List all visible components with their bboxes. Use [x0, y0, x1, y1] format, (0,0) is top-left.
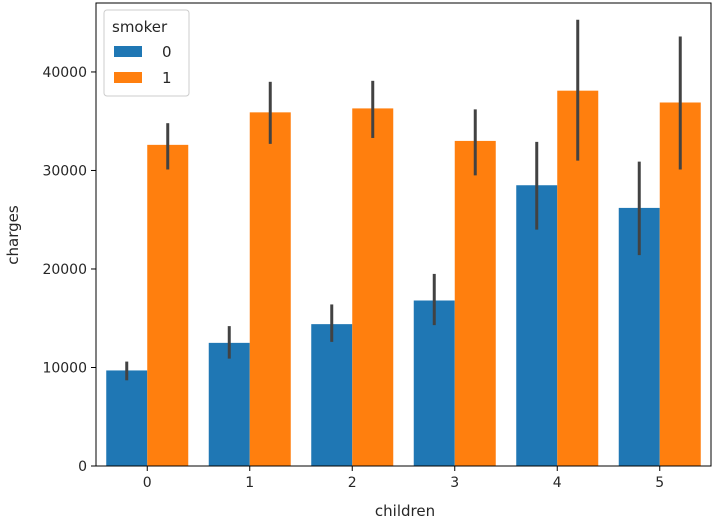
legend: smoker 0 1	[103, 9, 190, 97]
x-axis: 0 1 2 3 4 5	[143, 466, 664, 491]
y-tick-label-10000: 10000	[42, 360, 87, 376]
bar-smoker-0-children-1	[208, 342, 250, 466]
y-axis: 0 10000 20000 30000 40000	[42, 65, 96, 475]
bar-smoker-0-children-2	[311, 324, 353, 466]
bar-smoker-1-children-0	[147, 144, 189, 466]
legend-swatch-0	[114, 46, 142, 57]
y-tick-label-30000: 30000	[42, 163, 87, 179]
bar-smoker-0-children-3	[413, 300, 455, 466]
bar-smoker-1-children-2	[352, 108, 394, 467]
x-axis-label: children	[375, 502, 435, 520]
x-tick-label-1: 1	[245, 475, 254, 491]
y-axis-label: charges	[4, 205, 22, 265]
legend-swatch-1	[114, 72, 142, 83]
error-bars-layer	[125, 19, 682, 381]
bar-smoker-0-children-4	[516, 185, 558, 466]
x-tick-label-2: 2	[348, 475, 357, 491]
y-tick-label-0: 0	[78, 459, 87, 475]
x-tick-label-4: 4	[553, 475, 562, 491]
legend-label-1: 1	[162, 69, 172, 87]
bar-smoker-1-children-1	[249, 112, 291, 467]
bar-smoker-1-children-3	[454, 140, 496, 466]
x-tick-label-0: 0	[143, 475, 152, 491]
plot-area-frame	[95, 2, 712, 467]
legend-label-0: 0	[162, 43, 172, 61]
x-tick-label-3: 3	[450, 475, 459, 491]
y-tick-label-20000: 20000	[42, 262, 87, 278]
legend-title: smoker	[112, 18, 168, 36]
x-tick-label-5: 5	[655, 475, 664, 491]
bars-layer	[106, 90, 701, 467]
bar-smoker-0-children-0	[106, 370, 148, 466]
y-tick-label-40000: 40000	[42, 65, 87, 81]
